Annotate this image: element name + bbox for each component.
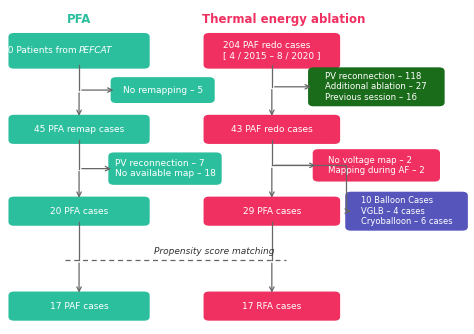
Text: 45 PFA remap cases: 45 PFA remap cases xyxy=(34,125,124,134)
FancyBboxPatch shape xyxy=(110,77,215,103)
FancyBboxPatch shape xyxy=(203,115,340,144)
Text: PV reconnection – 118
Additional ablation – 27
Previous session – 16: PV reconnection – 118 Additional ablatio… xyxy=(326,72,427,102)
FancyBboxPatch shape xyxy=(9,197,150,226)
FancyBboxPatch shape xyxy=(203,197,340,226)
Text: 204 PAF redo cases
[ 4 / 2015 – 8 / 2020 ]: 204 PAF redo cases [ 4 / 2015 – 8 / 2020… xyxy=(223,41,320,60)
Text: PEFCAT: PEFCAT xyxy=(79,46,112,55)
FancyBboxPatch shape xyxy=(9,33,150,69)
FancyBboxPatch shape xyxy=(9,292,150,321)
Text: Thermal energy ablation: Thermal energy ablation xyxy=(202,13,365,26)
FancyBboxPatch shape xyxy=(9,115,150,144)
Text: 43 PAF redo cases: 43 PAF redo cases xyxy=(231,125,313,134)
Text: 10 Balloon Cases
VGLB – 4 cases
Cryoballoon – 6 cases: 10 Balloon Cases VGLB – 4 cases Cryoball… xyxy=(361,196,452,226)
Text: 17 PAF cases: 17 PAF cases xyxy=(50,302,109,311)
Text: No voltage map – 2
Mapping during AF – 2: No voltage map – 2 Mapping during AF – 2 xyxy=(328,156,425,175)
FancyBboxPatch shape xyxy=(345,192,468,231)
Text: No remapping – 5: No remapping – 5 xyxy=(123,86,203,95)
Text: PV reconnection – 7
No available map – 18: PV reconnection – 7 No available map – 1… xyxy=(115,159,216,178)
Text: 50 Patients from: 50 Patients from xyxy=(1,46,79,55)
FancyBboxPatch shape xyxy=(203,33,340,69)
Text: 29 PFA cases: 29 PFA cases xyxy=(243,207,301,216)
FancyBboxPatch shape xyxy=(203,292,340,321)
Text: PFA: PFA xyxy=(67,13,91,26)
Text: Propensity score matching: Propensity score matching xyxy=(154,247,274,257)
Text: 20 PFA cases: 20 PFA cases xyxy=(50,207,108,216)
Text: 17 RFA cases: 17 RFA cases xyxy=(242,302,301,311)
FancyBboxPatch shape xyxy=(109,152,222,185)
FancyBboxPatch shape xyxy=(313,149,440,182)
FancyBboxPatch shape xyxy=(308,67,445,106)
